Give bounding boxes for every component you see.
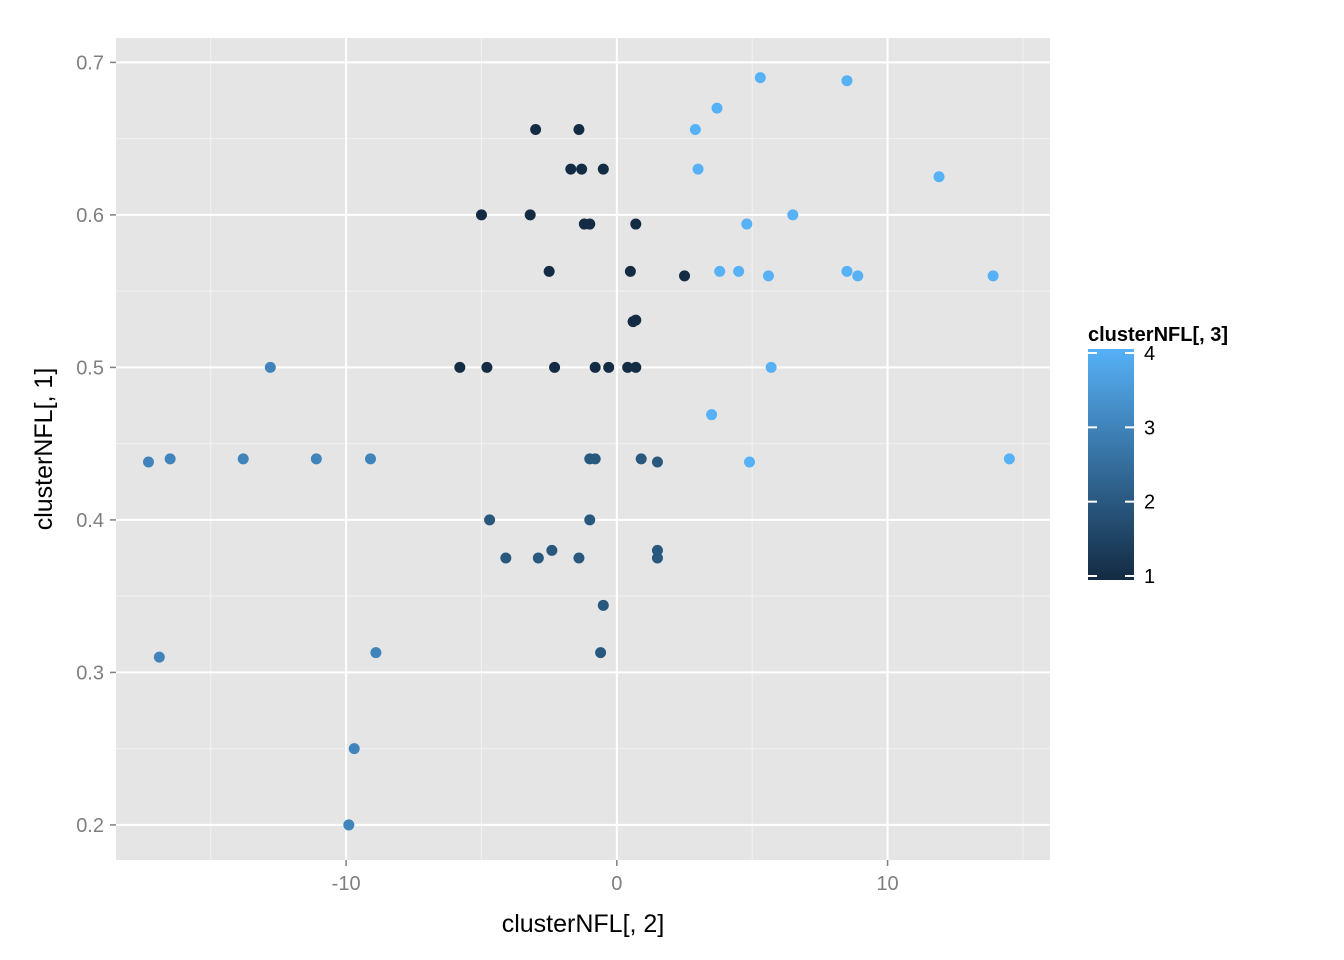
- data-point: [584, 218, 596, 230]
- minor-gridlines: [116, 38, 1050, 860]
- data-point: [153, 651, 165, 663]
- data-point: [689, 124, 701, 136]
- data-point: [500, 552, 512, 564]
- data-point: [706, 409, 718, 421]
- data-point: [348, 743, 360, 755]
- data-point: [546, 544, 558, 556]
- data-point: [651, 552, 663, 564]
- data-point: [530, 124, 542, 136]
- data-point: [1003, 453, 1015, 465]
- data-point: [651, 544, 663, 556]
- x-tick-label: 0: [611, 873, 622, 895]
- data-point: [589, 361, 601, 373]
- data-points: [142, 72, 1015, 831]
- data-point: [765, 361, 777, 373]
- y-tick-label: 0.3: [76, 662, 104, 684]
- data-point: [481, 361, 493, 373]
- data-point: [589, 453, 601, 465]
- y-tick-label: 0.7: [76, 52, 104, 74]
- data-point: [573, 552, 585, 564]
- data-point: [692, 163, 704, 175]
- data-point: [237, 453, 249, 465]
- data-point: [524, 209, 536, 221]
- data-point: [651, 456, 663, 468]
- data-point: [343, 819, 355, 831]
- data-point: [576, 163, 588, 175]
- data-point: [484, 514, 496, 526]
- x-axis: -10 0 10: [332, 860, 899, 895]
- data-point: [711, 102, 723, 114]
- data-point: [841, 265, 853, 277]
- legend-ticks: 1 2 3 4: [1088, 343, 1155, 588]
- data-point: [543, 265, 555, 277]
- x-tick-label: -10: [332, 873, 361, 895]
- data-point: [264, 361, 276, 373]
- data-point: [841, 75, 853, 87]
- data-point: [679, 270, 691, 282]
- data-point: [933, 171, 945, 183]
- data-point: [603, 361, 615, 373]
- legend-tick-label: 1: [1144, 566, 1155, 588]
- legend-colorbar: [1088, 349, 1134, 580]
- data-point: [787, 209, 799, 221]
- y-tick-label: 0.2: [76, 815, 104, 837]
- y-axis-title: clusterNFL[, 1]: [30, 368, 58, 531]
- data-point: [164, 453, 176, 465]
- data-point: [595, 647, 607, 659]
- legend-tick-label: 4: [1144, 343, 1155, 365]
- data-point: [852, 270, 864, 282]
- y-tick-label: 0.4: [76, 510, 104, 532]
- data-point: [630, 314, 642, 326]
- data-point: [630, 218, 642, 230]
- color-legend: clusterNFL[, 3] 1 2 3 4: [1088, 324, 1228, 588]
- data-point: [624, 265, 636, 277]
- data-point: [532, 552, 544, 564]
- y-tick-label: 0.6: [76, 205, 104, 227]
- data-point: [987, 270, 999, 282]
- plot-panel: [116, 38, 1050, 860]
- data-point: [565, 163, 577, 175]
- data-point: [573, 124, 585, 136]
- data-point: [622, 361, 634, 373]
- data-point: [597, 163, 609, 175]
- data-point: [743, 456, 755, 468]
- major-gridlines: [116, 38, 1050, 860]
- legend-tick-label: 2: [1144, 492, 1155, 514]
- data-point: [733, 265, 745, 277]
- x-axis-title: clusterNFL[, 2]: [502, 910, 665, 938]
- data-point: [762, 270, 774, 282]
- legend-tick-label: 3: [1144, 417, 1155, 439]
- data-point: [310, 453, 322, 465]
- data-point: [584, 514, 596, 526]
- data-point: [370, 647, 382, 659]
- data-point: [635, 453, 647, 465]
- data-point: [754, 72, 766, 84]
- data-point: [454, 361, 466, 373]
- data-point: [549, 361, 561, 373]
- data-point: [475, 209, 487, 221]
- data-point: [142, 456, 154, 468]
- data-point: [714, 265, 726, 277]
- data-point: [364, 453, 376, 465]
- x-tick-label: 10: [876, 873, 898, 895]
- legend-title: clusterNFL[, 3]: [1088, 324, 1228, 346]
- y-tick-label: 0.5: [76, 357, 104, 379]
- data-point: [597, 599, 609, 611]
- data-point: [630, 361, 642, 373]
- data-point: [741, 218, 753, 230]
- y-axis: 0.2 0.3 0.4 0.5 0.6 0.7: [76, 52, 116, 837]
